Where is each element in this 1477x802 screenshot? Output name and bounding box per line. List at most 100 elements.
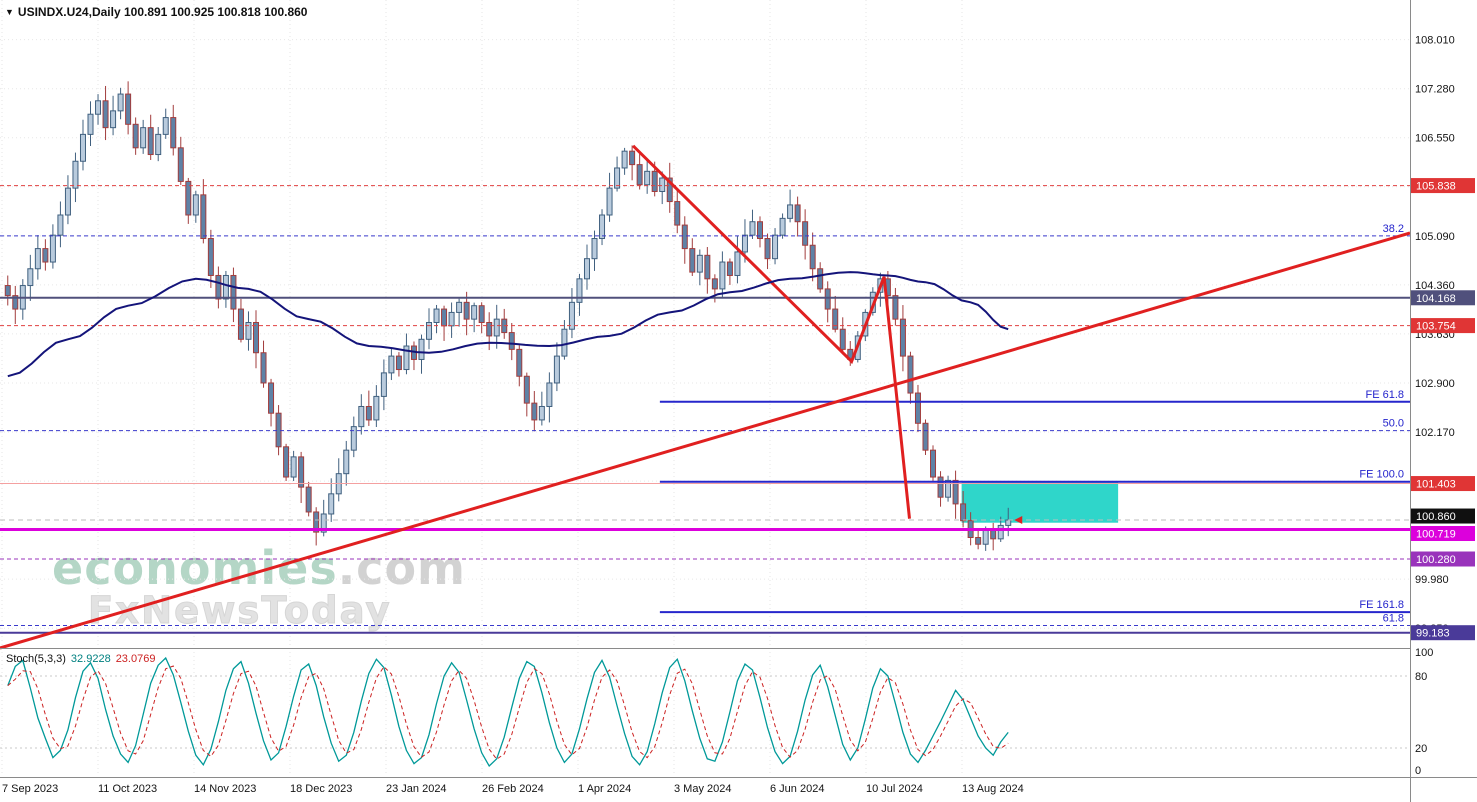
fib-level-label: FE 61.8 [1365, 389, 1404, 401]
candle-body [531, 402, 538, 421]
stoch-main-line [7, 656, 1009, 768]
candle-body [937, 476, 944, 498]
candle-body [741, 234, 748, 253]
price-tick-label: 102.170 [1415, 427, 1455, 439]
candle-body [553, 355, 560, 384]
price-level-badge [1411, 551, 1475, 567]
candle-body [486, 322, 493, 337]
price-level-badge [1411, 290, 1475, 306]
candle-body [275, 412, 282, 448]
candle-body [79, 133, 86, 162]
candle-body [268, 382, 275, 414]
candle-body [606, 187, 613, 216]
date-tick-label: 6 Jun 2024 [770, 783, 824, 795]
candle-body [681, 224, 688, 250]
fib-level-label: FE 161.8 [1359, 599, 1404, 611]
candle-body [177, 147, 184, 182]
candle-body [57, 214, 64, 236]
candle-body [997, 524, 1004, 540]
stoch-indicator-header: Stoch(5,3,3) 32.9228 23.0769 [6, 653, 155, 665]
candle-body [591, 238, 598, 260]
candle-body [726, 261, 733, 276]
candle-body [298, 456, 305, 488]
candle-body [320, 513, 327, 533]
candle-body [27, 268, 34, 287]
candle-body [832, 308, 839, 330]
date-tick-label: 13 Aug 2024 [962, 783, 1024, 795]
candle-body [155, 133, 162, 156]
price-tick-label: 102.900 [1415, 378, 1455, 390]
candle-body [629, 150, 636, 166]
price-tick-label: 106.550 [1415, 133, 1455, 145]
candle-body [711, 278, 718, 290]
candle-body [4, 285, 11, 297]
candle-body [200, 194, 207, 240]
price-level-badge-label: 99.183 [1416, 628, 1450, 640]
candle-body [794, 204, 801, 223]
fib-level-label: 50.0 [1383, 418, 1404, 430]
date-tick-label: 23 Jan 2024 [386, 783, 447, 795]
price-level-badge-label: 100.719 [1416, 529, 1456, 541]
watermark: economies.com FxNewsToday [52, 544, 466, 631]
candle-body [538, 405, 545, 421]
candle-body [1005, 519, 1012, 526]
date-tick-label: 26 Feb 2024 [482, 783, 544, 795]
candle-body [952, 479, 959, 505]
stoch-tick-label: 20 [1415, 743, 1427, 755]
price-level-badge [1411, 178, 1475, 194]
stoch-name: Stoch(5,3,3) [6, 653, 66, 665]
watermark-subbrand: FxNewsToday [88, 589, 392, 633]
candle-body [185, 180, 192, 216]
candle-body [365, 405, 372, 421]
price-level-badge-label: 105.838 [1416, 181, 1456, 193]
date-tick-label: 1 Apr 2024 [578, 783, 631, 795]
date-tick-label: 14 Nov 2023 [194, 783, 256, 795]
price-level-badge [1411, 625, 1475, 641]
collapse-triangle-icon[interactable]: ▼ [5, 7, 14, 17]
candle-body [644, 170, 651, 186]
candle-body [824, 288, 831, 310]
candle-body [388, 355, 395, 374]
candle-body [757, 221, 763, 240]
candle-body [749, 221, 756, 236]
date-tick-label: 11 Oct 2023 [98, 783, 157, 795]
candle-body [666, 177, 673, 203]
candle-body [945, 479, 952, 498]
price-axis-bg [1410, 0, 1477, 802]
candle-body [719, 261, 726, 290]
price-tick-label: 108.010 [1415, 35, 1455, 47]
candle-body [839, 328, 846, 350]
fib-level-label: FE 100.0 [1359, 469, 1404, 481]
candle-body [215, 274, 222, 300]
target-zone-rectangle [961, 482, 1119, 523]
fib-level-label: 61.8 [1383, 613, 1404, 625]
candle-body [651, 170, 658, 192]
candle-body [516, 348, 523, 377]
stoch-tick-label: 80 [1415, 671, 1427, 683]
candle-body [283, 446, 290, 478]
fib-level-label: 38.2 [1383, 223, 1404, 235]
candle-body [772, 234, 779, 260]
candle-body [523, 375, 530, 404]
candle-body [561, 328, 568, 357]
candle-body [64, 187, 71, 216]
stoch-tick-label: 100 [1415, 647, 1433, 659]
candle-body [290, 456, 297, 478]
candle-body [102, 100, 109, 129]
price-level-badge-label: 100.860 [1416, 511, 1456, 523]
moving-average-line [7, 271, 1009, 378]
candle-body [802, 221, 809, 246]
candle-body [87, 113, 94, 135]
stoch-signal-value: 23.0769 [115, 653, 156, 665]
price-tick-label: 105.090 [1415, 231, 1455, 243]
candle-body [441, 308, 448, 327]
stoch-tick-label: 0 [1415, 765, 1421, 777]
candle-body [975, 537, 982, 545]
candle-body [456, 301, 463, 313]
candle-body [260, 352, 267, 384]
candle-body [892, 295, 899, 320]
candle-body [125, 93, 132, 125]
price-level-badge [1411, 476, 1475, 492]
candle-body [328, 493, 335, 515]
